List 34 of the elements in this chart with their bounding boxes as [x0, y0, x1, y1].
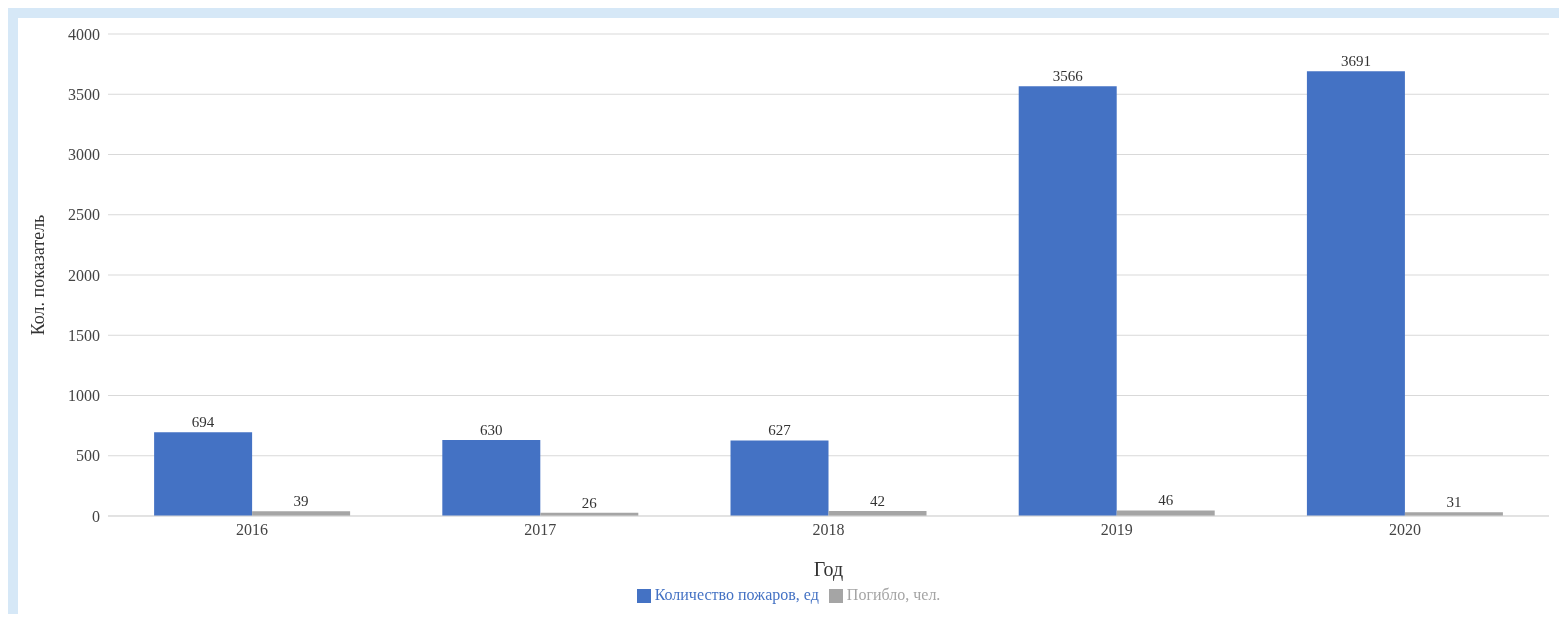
y-tick-label: 4000: [68, 25, 100, 43]
y-tick-label: 1500: [68, 326, 100, 344]
data-label: 627: [768, 422, 792, 439]
bar: [442, 440, 541, 516]
data-label: 31: [1446, 494, 1462, 511]
data-label: 3566: [1052, 68, 1084, 85]
bar: [154, 432, 253, 516]
x-tick-label: 2018: [812, 521, 845, 539]
bar: [730, 440, 829, 516]
legend-label: Погибло, чел.: [846, 586, 941, 603]
bar: [1306, 71, 1405, 516]
y-axis-title: Кол. показатель: [28, 214, 49, 336]
data-label: 630: [480, 422, 503, 439]
y-tick-label: 3500: [68, 85, 100, 103]
data-label: 39: [293, 493, 309, 510]
bar: [1116, 510, 1215, 516]
data-label: 42: [870, 492, 886, 509]
data-label: 46: [1158, 492, 1174, 509]
y-tick-label: 2000: [68, 266, 100, 284]
data-label: 694: [191, 414, 215, 431]
data-label: 26: [581, 494, 598, 511]
y-tick-label: 0: [92, 507, 100, 525]
x-tick-label: 2020: [1388, 521, 1421, 539]
y-tick-label: 2500: [68, 206, 100, 224]
x-axis-title: Год: [813, 558, 844, 581]
x-tick-label: 2016: [236, 521, 269, 539]
bar: [1018, 86, 1117, 516]
y-tick-label: 500: [76, 447, 100, 465]
legend-label: Количество пожаров, ед: [654, 586, 819, 603]
x-tick-label: 2017: [524, 521, 557, 539]
y-tick-label: 3000: [68, 146, 100, 164]
y-tick-label: 1000: [68, 387, 100, 405]
x-tick-label: 2019: [1100, 521, 1133, 539]
data-label: 3691: [1340, 53, 1371, 70]
